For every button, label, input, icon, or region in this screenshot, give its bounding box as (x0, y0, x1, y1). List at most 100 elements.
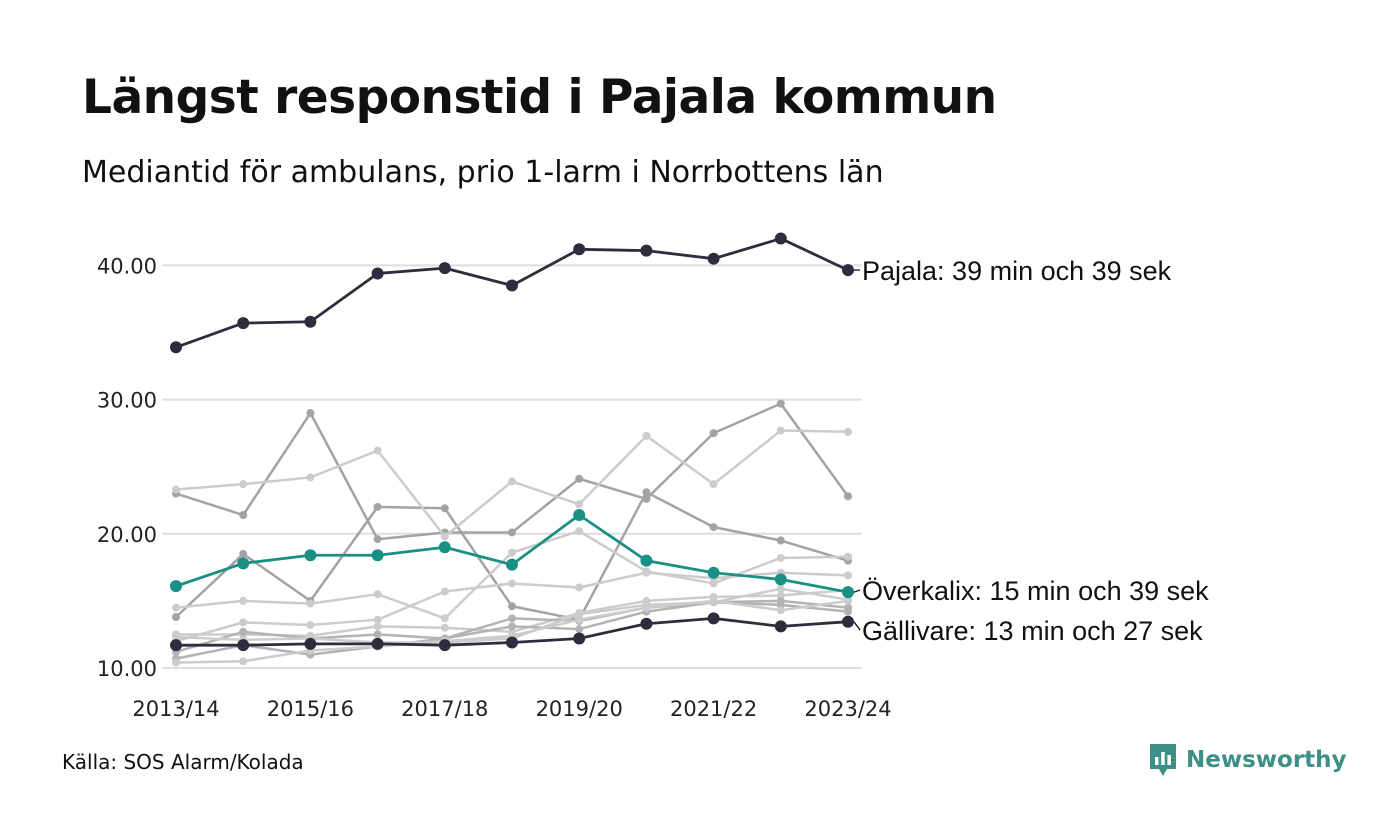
data-point (239, 627, 248, 636)
series-line (175, 237, 849, 349)
data-point (306, 409, 315, 418)
data-point (640, 244, 653, 257)
y-axis-tick-labels: 10.00 20.00 30.00 40.00 (97, 254, 157, 681)
x-axis-tick-labels: 2013/14 2015/16 2017/18 2019/20 2021/22 2023/… (132, 697, 891, 721)
y-tick-label: 20.00 (97, 523, 157, 547)
data-point (642, 488, 651, 497)
data-point (304, 637, 317, 650)
data-point (573, 632, 586, 645)
data-point (239, 596, 248, 605)
data-point (373, 630, 382, 639)
series (170, 612, 854, 652)
data-point (642, 600, 651, 609)
data-point (842, 615, 854, 628)
data-point (774, 620, 787, 633)
data-point (239, 511, 248, 520)
data-point (371, 637, 384, 650)
data-point (373, 446, 382, 455)
data-point (573, 509, 586, 522)
data-point (508, 477, 516, 486)
data-point (373, 535, 382, 544)
data-point (170, 639, 182, 652)
data-point (172, 613, 180, 622)
data-point (842, 586, 854, 599)
chart-subtitle: Mediantid för ambulans, prio 1-larm i No… (82, 155, 884, 190)
data-point (575, 610, 584, 619)
data-point (508, 622, 516, 631)
data-point (438, 541, 451, 554)
data-point (170, 341, 182, 354)
data-point (707, 566, 720, 579)
data-point (776, 536, 785, 545)
data-point (237, 639, 250, 652)
label-leader-line (853, 589, 861, 593)
data-point (776, 426, 785, 435)
data-point (508, 579, 516, 588)
data-point (508, 528, 516, 537)
data-point (304, 549, 317, 562)
data-point (709, 480, 718, 489)
x-tick-label: 2019/20 (536, 697, 623, 721)
data-point (170, 580, 182, 593)
series (172, 426, 852, 541)
data-point (573, 243, 586, 256)
source-note: Källa: SOS Alarm/Kolada (62, 750, 304, 774)
y-tick-label: 30.00 (97, 389, 157, 413)
data-point (844, 492, 852, 501)
data-point (172, 658, 180, 667)
data-point (371, 267, 384, 280)
data-point (844, 552, 852, 561)
x-tick-label: 2013/14 (132, 697, 219, 721)
data-point (709, 429, 718, 438)
data-point (373, 622, 382, 631)
data-point (371, 549, 384, 562)
series-end-label: Pajala: 39 min och 39 sek (862, 256, 1172, 286)
data-point (774, 232, 787, 245)
data-point (239, 657, 248, 666)
data-point (774, 573, 787, 586)
data-point (508, 602, 516, 611)
line-chart: 10.00 20.00 30.00 40.00 2013/14 2015/16 2017/… (97, 232, 1209, 721)
data-point (844, 427, 852, 436)
data-point (239, 618, 248, 627)
data-point (707, 252, 720, 265)
x-tick-label: 2023/24 (804, 697, 891, 721)
logo-text: Newsworthy (1186, 747, 1347, 773)
data-point (172, 633, 180, 642)
data-point (373, 590, 382, 599)
series-end-label: Överkalix: 15 min och 39 sek (862, 576, 1209, 606)
series-labels: Pajala: 39 min och 39 sek Överkalix: 15 m… (853, 256, 1209, 646)
newsworthy-chart-bubble-icon (1150, 744, 1176, 776)
data-point (640, 554, 653, 567)
data-point (440, 504, 449, 513)
data-point (506, 558, 518, 571)
x-tick-label: 2021/22 (670, 697, 757, 721)
data-point (575, 625, 584, 634)
series (170, 232, 854, 354)
series-end-label: Gällivare: 13 min och 27 sek (862, 616, 1203, 646)
x-tick-label: 2017/18 (401, 697, 488, 721)
data-point (776, 399, 785, 408)
data-point (239, 549, 248, 558)
series (172, 399, 852, 544)
data-point (640, 617, 653, 630)
y-tick-label: 40.00 (97, 254, 157, 278)
chart-title: Längst responstid i Pajala kommun (82, 70, 997, 125)
data-point (440, 623, 449, 632)
data-point (776, 553, 785, 562)
data-point (306, 621, 315, 630)
label-leader-line (853, 621, 861, 631)
data-point (239, 480, 248, 489)
data-point (172, 603, 180, 612)
data-point (508, 548, 516, 557)
data-point (373, 502, 382, 511)
series (170, 509, 854, 599)
data-point (776, 584, 785, 593)
data-point (844, 607, 852, 616)
data-point (237, 557, 250, 570)
newsworthy-logo: Newsworthy (1148, 742, 1347, 778)
highlighted-series (170, 232, 854, 652)
data-point (306, 473, 315, 482)
series-line (175, 402, 850, 541)
y-tick-label: 10.00 (97, 657, 157, 681)
